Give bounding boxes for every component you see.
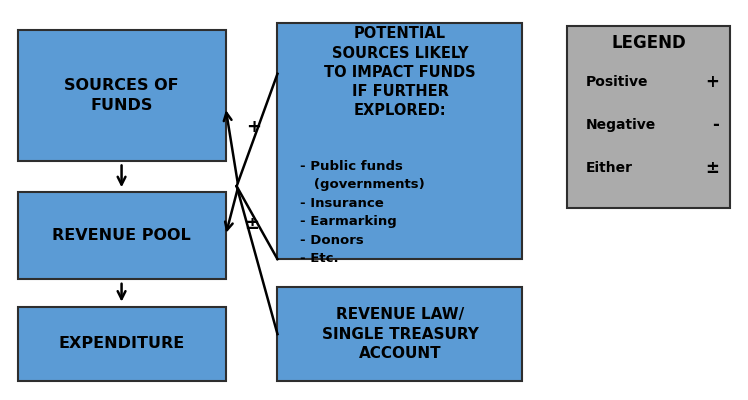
Text: POTENTIAL
SOURCES LIKELY
TO IMPACT FUNDS
IF FURTHER
EXPLORED:: POTENTIAL SOURCES LIKELY TO IMPACT FUNDS…	[324, 26, 476, 118]
FancyBboxPatch shape	[18, 30, 225, 160]
Text: Negative: Negative	[586, 118, 656, 132]
Text: REVENUE POOL: REVENUE POOL	[52, 228, 191, 243]
Text: +: +	[246, 118, 261, 136]
Text: ±: ±	[705, 160, 720, 178]
FancyBboxPatch shape	[278, 287, 523, 382]
FancyBboxPatch shape	[18, 192, 225, 279]
Text: REVENUE LAW/
SINGLE TREASURY
ACCOUNT: REVENUE LAW/ SINGLE TREASURY ACCOUNT	[322, 308, 479, 361]
Text: SOURCES OF
FUNDS: SOURCES OF FUNDS	[64, 78, 179, 112]
FancyBboxPatch shape	[567, 26, 730, 208]
Text: ±: ±	[244, 215, 259, 233]
Text: LEGEND: LEGEND	[611, 34, 686, 52]
Text: Positive: Positive	[586, 75, 648, 89]
Text: +: +	[705, 73, 720, 91]
Text: Either: Either	[586, 162, 633, 176]
FancyBboxPatch shape	[18, 306, 225, 382]
FancyBboxPatch shape	[278, 22, 523, 259]
Text: EXPENDITURE: EXPENDITURE	[58, 336, 185, 352]
Text: -: -	[712, 116, 720, 134]
Text: - Public funds
   (governments)
- Insurance
- Earmarking
- Donors
- Etc.: - Public funds (governments) - Insurance…	[300, 160, 425, 265]
